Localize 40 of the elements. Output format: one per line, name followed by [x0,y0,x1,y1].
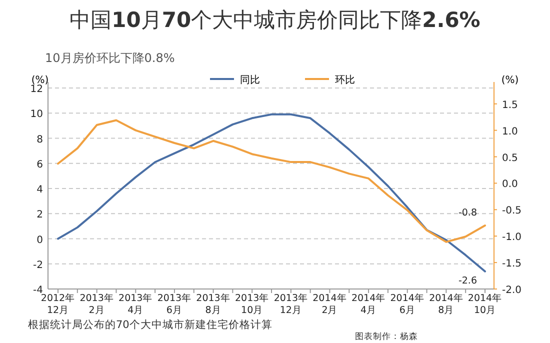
y-tick-label: -4 [33,285,43,296]
y2-tick-label: 0.5 [502,152,518,164]
y-tick-label: 8 [36,134,43,146]
y-tick-label: 0 [36,234,43,246]
y2-tick-label: -1.5 [502,258,522,270]
x-tick-label: 2014年 8月 [429,292,464,316]
line-series [57,113,486,272]
y-tick-label: 2 [36,210,43,221]
x-tick-label: 2013年 4月 [118,292,153,316]
y2-tick-label: -2.0 [502,285,522,296]
chart-subtitle: 10月房价环比下降0.8% [45,51,175,65]
x-tick-label: 2013年 10月 [234,292,270,316]
y-tick-label: 12 [30,84,43,95]
y2-tick-label: -0.5 [502,206,522,217]
x-tick-label: 2014年 6月 [390,292,424,316]
annotation: -2.6 [458,275,477,286]
y2-tick-label: 0.0 [502,179,518,190]
x-tick-label: 2013年 2月 [80,292,114,316]
x-tick-label: 2013年 8月 [196,292,230,316]
y-tick-label: -2 [33,260,43,271]
x-tick-label: 2014年 10月 [468,292,502,316]
x-tick-label: 2013年 6月 [157,292,192,316]
legend-label: 同比 [240,74,260,86]
y-tick-label: 6 [36,159,43,170]
y-axis-title: (%) [31,75,49,86]
line-series [57,119,486,243]
y2-tick-label: 1.5 [502,100,518,111]
annotation: -0.8 [458,208,477,219]
text: 图表制作：杨森 [355,331,418,342]
y-tick-label: 10 [30,109,43,120]
y2-tick-label: 1.0 [502,126,518,138]
x-tick-label: 2014年 2月 [312,292,347,316]
legend-label: 环比 [335,74,355,86]
x-tick-label: 2013年 12月 [274,292,308,316]
y-tick-label: 4 [36,184,43,196]
x-tick-label: 2014年 4月 [351,292,386,316]
y2-axis-title: (%) [501,75,519,86]
x-tick-label: 2012年 12月 [40,292,76,316]
y2-tick-label: -1.0 [502,232,522,244]
text: 根据统计局公布的70个大中城市新建住宅价格计算 [28,318,272,331]
